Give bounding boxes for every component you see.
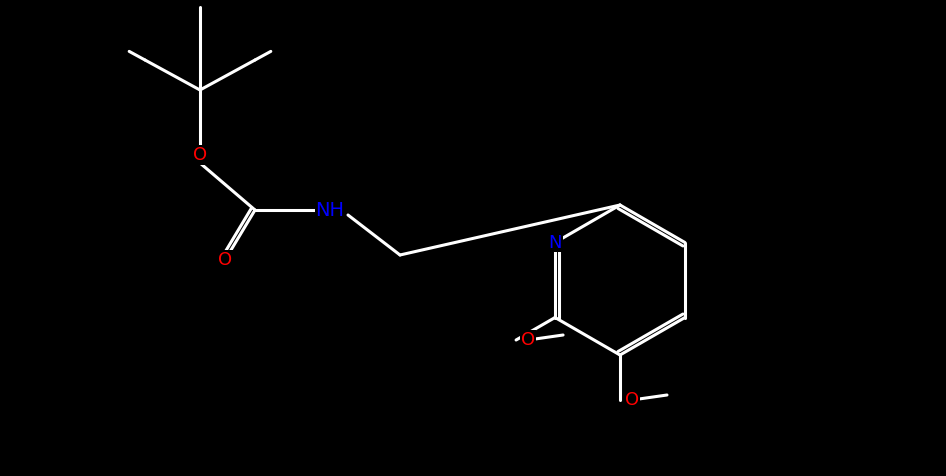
Text: NH: NH xyxy=(316,200,344,219)
Text: O: O xyxy=(218,251,232,269)
Text: O: O xyxy=(193,146,207,164)
Text: O: O xyxy=(521,331,535,349)
Text: O: O xyxy=(625,391,639,409)
Text: N: N xyxy=(549,234,562,251)
